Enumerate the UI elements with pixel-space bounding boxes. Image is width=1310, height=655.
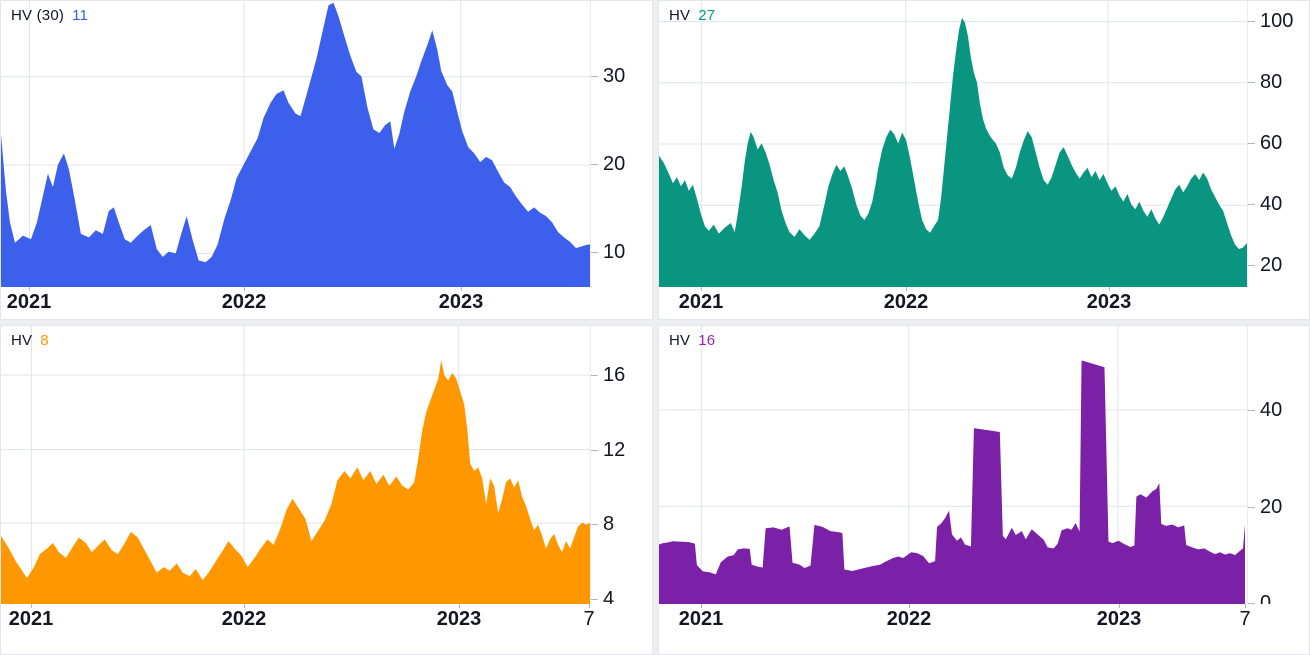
y-tick-label: 40 bbox=[1260, 193, 1283, 215]
y-tick-mark bbox=[591, 450, 598, 451]
x-tick-label: 7 bbox=[1239, 608, 1251, 630]
x-tick-mark bbox=[244, 287, 245, 291]
y-tick-mark bbox=[1248, 82, 1255, 83]
x-tick-mark bbox=[459, 604, 460, 608]
series-name: HV (30) bbox=[11, 7, 65, 24]
y-tick-mark bbox=[1248, 143, 1255, 144]
y-tick-mark bbox=[1248, 507, 1255, 508]
time-axis[interactable]: 2021 2022 2023 7 bbox=[1, 604, 652, 654]
y-tick-mark bbox=[591, 375, 598, 376]
chart-plot-area[interactable] bbox=[659, 326, 1247, 604]
series-value: 16 bbox=[698, 332, 716, 349]
chart-plot-area[interactable] bbox=[1, 1, 590, 287]
y-tick-label: 40 bbox=[1260, 399, 1283, 421]
chart-panel-bottom-right: HV 16 40 20 0 2021 2022 2023 7 bbox=[658, 325, 1310, 655]
y-tick-label: 16 bbox=[603, 364, 626, 386]
time-axis[interactable]: 2021 2022 2023 bbox=[1, 287, 652, 319]
y-tick-mark bbox=[1248, 204, 1255, 205]
series-value: 11 bbox=[72, 7, 89, 24]
y-tick-mark bbox=[591, 76, 598, 77]
y-tick-label: 10 bbox=[603, 241, 626, 263]
y-tick-label: 20 bbox=[1260, 254, 1283, 276]
x-tick-label: 2021 bbox=[8, 608, 54, 630]
y-tick-mark bbox=[1248, 603, 1255, 604]
x-tick-label: 2022 bbox=[221, 608, 267, 630]
series-name: HV bbox=[669, 7, 691, 24]
x-tick-mark bbox=[244, 604, 245, 608]
x-tick-mark bbox=[589, 604, 590, 608]
series-value: 8 bbox=[40, 332, 49, 349]
time-axis[interactable]: 2021 2022 2023 7 bbox=[659, 604, 1309, 654]
y-tick-mark bbox=[591, 599, 598, 600]
series-name: HV bbox=[669, 332, 691, 349]
y-tick-label: 60 bbox=[1260, 132, 1283, 154]
time-axis[interactable]: 2021 2022 2023 bbox=[659, 287, 1309, 319]
x-tick-mark bbox=[29, 287, 30, 291]
x-tick-mark bbox=[909, 604, 910, 608]
y-tick-label: 20 bbox=[1260, 496, 1283, 518]
y-tick-label: 100 bbox=[1260, 10, 1294, 32]
y-tick-mark bbox=[1248, 265, 1255, 266]
price-axis[interactable]: 16 12 8 4 bbox=[590, 326, 652, 609]
x-tick-mark bbox=[1245, 604, 1246, 608]
x-tick-label: 2021 bbox=[6, 291, 52, 313]
series-value: 27 bbox=[698, 7, 716, 24]
x-tick-label: 2023 bbox=[1096, 608, 1142, 630]
x-tick-label: 2021 bbox=[678, 608, 724, 630]
chart-plot-area[interactable] bbox=[1, 326, 590, 604]
series-legend[interactable]: HV 16 bbox=[669, 332, 715, 349]
y-tick-mark bbox=[591, 252, 598, 253]
y-tick-label: 12 bbox=[603, 439, 626, 461]
area-series[interactable] bbox=[659, 360, 1246, 604]
series-legend[interactable]: HV (30) 11 bbox=[11, 7, 88, 24]
y-tick-mark bbox=[1248, 21, 1255, 22]
x-tick-label: 2023 bbox=[436, 608, 482, 630]
x-tick-label: 2023 bbox=[438, 291, 484, 313]
series-legend[interactable]: HV 8 bbox=[11, 332, 49, 349]
chart-panel-bottom-left: HV 8 16 12 8 4 2021 2022 2023 7 bbox=[0, 325, 653, 655]
y-tick-label: 20 bbox=[603, 153, 626, 175]
price-axis[interactable]: 100 80 60 40 20 bbox=[1247, 1, 1309, 287]
series-name: HV bbox=[11, 332, 33, 349]
x-tick-label: 7 bbox=[583, 608, 595, 630]
y-tick-label: 0 bbox=[1260, 592, 1272, 614]
y-tick-label: 4 bbox=[603, 588, 615, 610]
x-tick-mark bbox=[1119, 604, 1120, 608]
price-axis[interactable]: 40 20 0 bbox=[1247, 326, 1309, 613]
y-tick-label: 30 bbox=[603, 65, 626, 87]
x-tick-mark bbox=[701, 287, 702, 291]
x-tick-mark bbox=[701, 604, 702, 608]
y-tick-label: 8 bbox=[603, 513, 615, 535]
area-series[interactable] bbox=[659, 17, 1247, 287]
x-tick-mark bbox=[31, 604, 32, 608]
x-tick-label: 2021 bbox=[678, 291, 724, 313]
x-tick-label: 2022 bbox=[221, 291, 267, 313]
x-tick-mark bbox=[906, 287, 907, 291]
x-tick-label: 2022 bbox=[883, 291, 929, 313]
y-tick-mark bbox=[1248, 410, 1255, 411]
x-tick-mark bbox=[1109, 287, 1110, 291]
x-tick-label: 2023 bbox=[1086, 291, 1132, 313]
chart-panel-top-right: HV 27 100 80 60 40 20 2021 2022 2023 bbox=[658, 0, 1310, 320]
chart-plot-area[interactable] bbox=[659, 1, 1247, 287]
y-tick-mark bbox=[591, 524, 598, 525]
x-tick-mark bbox=[461, 287, 462, 291]
x-tick-label: 2022 bbox=[886, 608, 932, 630]
chart-panel-top-left: HV (30) 11 30 20 10 2021 2022 2023 bbox=[0, 0, 653, 320]
y-tick-label: 80 bbox=[1260, 71, 1283, 93]
price-axis[interactable]: 30 20 10 bbox=[590, 1, 652, 287]
area-series[interactable] bbox=[1, 360, 590, 604]
y-tick-mark bbox=[591, 164, 598, 165]
area-series[interactable] bbox=[1, 2, 590, 287]
series-legend[interactable]: HV 27 bbox=[669, 7, 715, 24]
